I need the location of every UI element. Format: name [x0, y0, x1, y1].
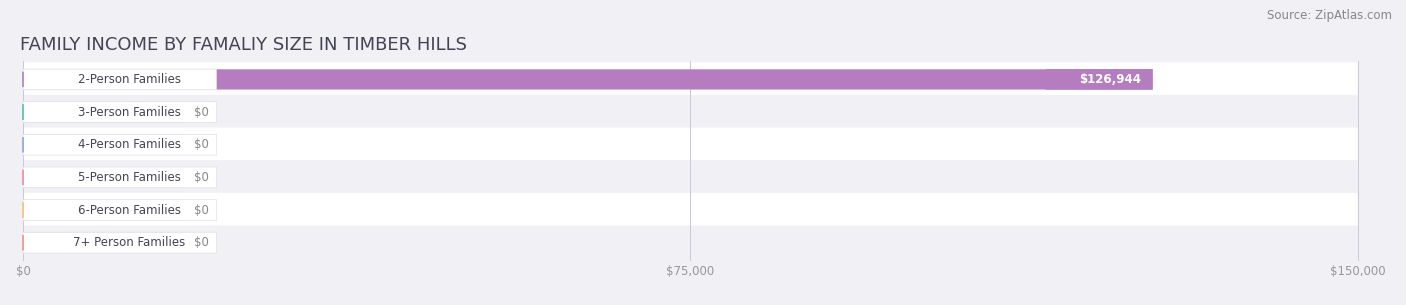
FancyBboxPatch shape [22, 225, 1358, 260]
Text: FAMILY INCOME BY FAMALIY SIZE IN TIMBER HILLS: FAMILY INCOME BY FAMALIY SIZE IN TIMBER … [20, 36, 467, 54]
Text: $0: $0 [194, 171, 208, 184]
FancyBboxPatch shape [22, 95, 1358, 129]
Text: $0: $0 [194, 106, 208, 119]
Text: 4-Person Families: 4-Person Families [77, 138, 181, 151]
FancyBboxPatch shape [22, 127, 1358, 162]
Text: 2-Person Families: 2-Person Families [77, 73, 181, 86]
Text: $0: $0 [194, 138, 208, 151]
Text: $0: $0 [194, 203, 208, 217]
FancyBboxPatch shape [22, 69, 217, 90]
FancyBboxPatch shape [1046, 69, 1153, 90]
FancyBboxPatch shape [22, 62, 1358, 97]
FancyBboxPatch shape [22, 135, 183, 155]
FancyBboxPatch shape [22, 167, 217, 188]
Text: Source: ZipAtlas.com: Source: ZipAtlas.com [1267, 9, 1392, 22]
Text: $126,944: $126,944 [1078, 73, 1140, 86]
FancyBboxPatch shape [22, 167, 183, 188]
FancyBboxPatch shape [22, 232, 217, 253]
FancyBboxPatch shape [22, 232, 183, 253]
FancyBboxPatch shape [22, 160, 1358, 195]
Text: 5-Person Families: 5-Person Families [77, 171, 181, 184]
FancyBboxPatch shape [22, 193, 1358, 227]
FancyBboxPatch shape [22, 102, 183, 122]
FancyBboxPatch shape [22, 69, 1153, 90]
Text: $0: $0 [194, 236, 208, 249]
FancyBboxPatch shape [22, 200, 217, 221]
FancyBboxPatch shape [22, 200, 183, 220]
FancyBboxPatch shape [22, 134, 217, 155]
Text: 7+ Person Families: 7+ Person Families [73, 236, 186, 249]
Text: 3-Person Families: 3-Person Families [77, 106, 181, 119]
Text: 6-Person Families: 6-Person Families [77, 203, 181, 217]
FancyBboxPatch shape [22, 102, 217, 122]
